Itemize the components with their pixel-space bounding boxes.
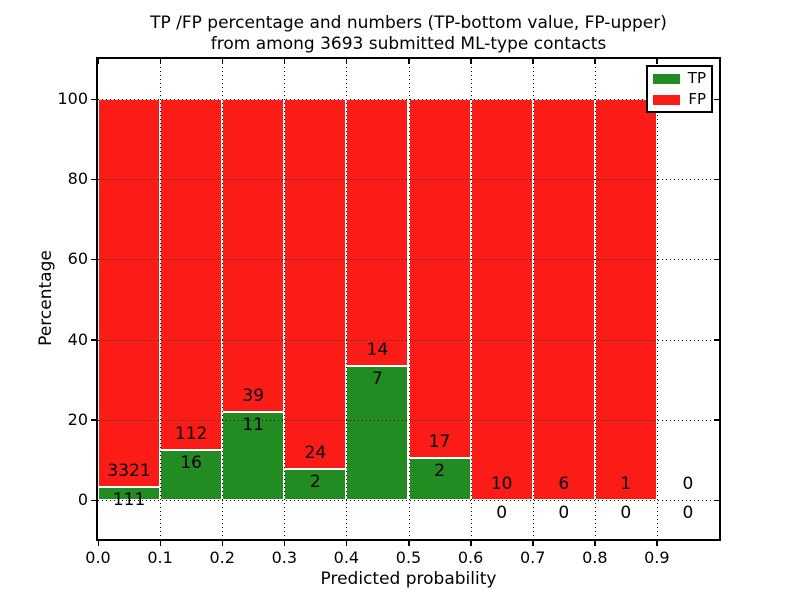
tp-bar-0.1 [160, 449, 223, 500]
y-tick-mark [91, 339, 96, 341]
x-tick-mark [594, 541, 596, 546]
x-tick-label: 0.5 [395, 548, 422, 567]
tp-legend-swatch-icon [653, 73, 680, 84]
fp-count-label: 112 [174, 423, 208, 444]
y-tick-label: 20 [67, 409, 88, 429]
gridline-x-0.3 [284, 59, 286, 539]
plot-area: TP FP 3321 111 112 16 39 11 24 2 14 7 17 2 10 0 6 0 1 0 0 0 [96, 57, 721, 541]
tp-count-label: 7 [372, 369, 383, 390]
fp-bar-0.5 [408, 99, 471, 458]
tp-count-label: 2 [434, 460, 445, 481]
tp-count-label: 0 [558, 503, 570, 523]
fp-bar-0.1 [160, 99, 223, 450]
x-tick-mark [159, 541, 162, 546]
chart-title-line2: from among 3693 submitted ML-type contac… [210, 34, 607, 54]
y-tick-label: 80 [67, 169, 88, 189]
fp-count-label: 17 [428, 431, 451, 452]
x-tick-label: 0.4 [333, 548, 360, 567]
fp-bar-0.8 [594, 99, 657, 500]
gridline-x-0.9 [656, 59, 658, 539]
gridline-x-0.8 [594, 59, 596, 539]
legend-item-fp: FP [653, 91, 706, 109]
tp-count-label: 2 [309, 472, 321, 493]
gridline-x-0.7 [532, 59, 534, 539]
gridline-x-0.4 [346, 59, 348, 539]
x-tick-label: 0.0 [85, 548, 111, 567]
fp-legend-label: FP [688, 90, 706, 108]
y-tick-label: 40 [67, 329, 88, 349]
y-tick-label: 0 [77, 490, 88, 509]
fp-bar-0.3 [284, 99, 347, 470]
x-axis-label: Predicted probability [320, 569, 497, 589]
y-tick-mark [91, 499, 96, 501]
legend: TP FP [646, 65, 713, 113]
x-tick-label: 0.1 [147, 548, 173, 567]
y-tick-mark [91, 419, 96, 421]
tp-count-label: 16 [180, 452, 202, 473]
fp-count-label: 6 [558, 474, 570, 494]
fp-bar-0.4 [346, 99, 409, 367]
x-tick-mark-top [97, 59, 99, 64]
x-tick-label: 0.3 [271, 548, 298, 567]
gridline-x-0.5 [408, 59, 410, 539]
y-tick-mark [91, 178, 96, 181]
tp-legend-label: TP [687, 69, 706, 87]
x-tick-mark [408, 541, 410, 546]
tp-count-label: 0 [496, 503, 508, 523]
x-tick-mark [532, 541, 534, 546]
tp-count-label: 0 [682, 503, 694, 523]
fp-count-label: 10 [490, 474, 513, 494]
fp-bar-0.7 [532, 99, 595, 500]
y-tick-mark [91, 258, 96, 261]
x-tick-label: 0.7 [519, 548, 546, 567]
x-tick-label: 0.8 [582, 548, 608, 567]
gridline-x-0.2 [222, 59, 224, 539]
x-tick-label: 0.6 [457, 548, 484, 567]
tp-count-label: 11 [242, 414, 265, 435]
fp-count-label: 39 [242, 385, 265, 406]
fp-bar-0.0 [98, 99, 161, 488]
x-tick-mark [97, 541, 99, 546]
legend-item-tp: TP [653, 70, 706, 88]
chart-title: TP /FP percentage and numbers (TP-bottom… [98, 13, 719, 55]
fp-count-label: 0 [682, 474, 694, 494]
gridline-x-0.6 [470, 59, 472, 539]
fp-legend-swatch-icon [653, 94, 680, 105]
tp-count-label: 0 [620, 503, 632, 523]
tp-bar-0.0 [98, 487, 161, 500]
x-tick-label: 0.2 [209, 548, 235, 567]
tp-bar-0.2 [222, 411, 285, 500]
fp-count-label: 14 [366, 340, 389, 361]
y-tick-label: 100 [57, 89, 88, 108]
x-tick-mark [345, 541, 348, 546]
fp-bar-0.2 [222, 99, 285, 412]
gridline-x-0.1 [160, 59, 162, 539]
y-tick-mark [91, 98, 96, 100]
tp-bar-0.3 [284, 469, 347, 500]
y-tick-label: 60 [67, 249, 88, 269]
fp-count-label: 1 [620, 474, 632, 494]
fp-count-label: 3321 [107, 461, 151, 482]
fp-bar-0.6 [470, 99, 533, 500]
fp-count-label: 24 [304, 443, 327, 464]
chart-title-line1: TP /FP percentage and numbers (TP-bottom… [150, 13, 667, 33]
tp-count-label: 111 [112, 490, 146, 511]
x-tick-mark [470, 541, 472, 546]
x-tick-mark [283, 541, 286, 546]
x-tick-mark [656, 541, 658, 546]
x-tick-mark [221, 541, 224, 546]
x-tick-label: 0.9 [644, 548, 670, 567]
